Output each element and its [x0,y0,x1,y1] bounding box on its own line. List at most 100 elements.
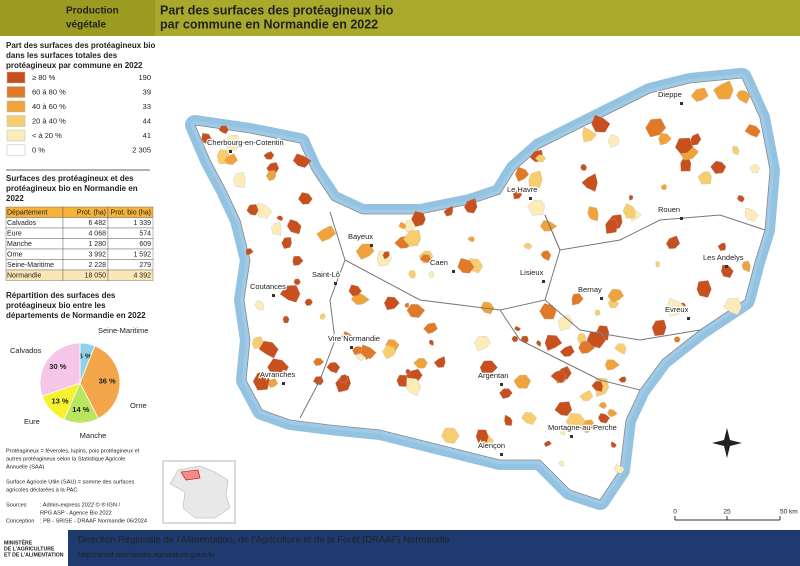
commune [360,344,377,359]
table-cell-text: 4 392 [133,272,151,279]
legend-label: 40 à 60 % [32,102,66,111]
commune [339,374,348,384]
city-dot [725,265,728,268]
commune [246,204,259,216]
commune [356,353,366,361]
city-label: Avranches [260,370,296,379]
city-label: Mortagne-au-Perche [548,423,617,432]
commune [540,220,558,232]
city-dot [570,435,573,438]
table-cell-text: Manche [7,241,32,248]
pie-category: Eure [24,417,40,426]
commune [504,414,513,426]
commune [479,360,498,376]
pie-value-label: 13 % [51,396,68,405]
commune [513,374,531,389]
pie-title: Répartition des surfaces des [6,291,116,300]
city-dot [680,102,683,105]
commune [406,377,421,397]
ministry: ET DE L'ALIMENTATION [4,552,64,558]
pie-slice [39,342,81,397]
commune [666,297,687,317]
commune [597,413,610,424]
footer-bar [0,530,800,566]
city-label: Vire Normandie [328,334,380,343]
legend-swatch [6,129,26,142]
commune [428,339,434,347]
legend-count: 44 [143,116,151,125]
commune [218,125,229,135]
city-dot [334,282,337,285]
footer-org: Direction Régionale de l'Alimentation, d… [78,535,450,546]
commune [675,137,694,154]
commune [586,331,606,349]
commune [582,126,597,143]
scale-label: 50 km [780,509,798,516]
city-dot [680,217,683,220]
legend-count: 33 [143,102,151,111]
city-label: Bernay [578,285,602,294]
commune [550,370,567,384]
commune [408,270,416,279]
commune [355,243,375,260]
scale-label: 25 [723,509,731,516]
table-cell-text: 18 050 [85,272,107,279]
pie-category: Calvados [10,346,42,355]
city-dot [370,244,373,247]
commune [604,359,620,371]
commune [263,151,275,160]
commune [655,261,660,268]
table-title: 2022 [6,194,24,203]
note: Surface Agricole Utile (SAU) = somme des… [6,479,134,485]
table-title: protéagineux bio en Normandie en [6,184,138,193]
commune [413,358,428,369]
legend-title: protéagineux par commune en 2022 [6,61,143,70]
table-cell-text: Seine-Maritime [7,262,54,269]
city-label: Cherbourg-en-Cotentin [207,138,284,147]
legend-swatch [6,115,26,127]
commune [271,221,282,236]
commune [224,135,240,152]
commune [580,164,587,171]
source-value: : Admin-express 2022 © ® IGN / [40,501,121,508]
table-cell-text: 1 280 [88,241,106,248]
commune [514,325,522,332]
commune [591,114,611,133]
pie-category: Manche [80,431,107,440]
legend-title: dans les surfaces totales des [6,51,118,60]
legend-label: < à 20 % [32,131,62,140]
source-value: : PB - SRISE - DRAAF Normandie 06/2024 [40,518,147,524]
commune [710,160,727,174]
table-cell-text: Calvados [7,220,37,227]
commune [398,221,407,229]
commune [513,188,523,200]
legend-label: 0 % [32,145,45,154]
commune [614,343,627,355]
logo-box [0,530,68,566]
commune [690,87,709,102]
commune [696,280,712,298]
commune [543,440,552,447]
city-label: Alençon [478,441,505,450]
commune [559,345,575,357]
ministry: DE L'AGRICULTURE [4,546,55,552]
city-dot [600,297,603,300]
commune [304,298,313,306]
table-cell-text: Orne [7,251,23,258]
commune [404,302,410,308]
table-header: Prot. bio (ha) [111,209,151,216]
commune [281,237,292,249]
commune [383,296,400,311]
commune [382,344,397,360]
commune [267,358,289,377]
commune [607,408,618,417]
commune [265,170,277,181]
commune [559,427,566,436]
city-dot [452,270,455,273]
commune [557,315,574,331]
city-label: Caen [430,258,448,267]
theme-box [0,0,155,36]
commune [313,358,325,366]
city-dot [282,382,285,385]
commune [245,248,254,256]
